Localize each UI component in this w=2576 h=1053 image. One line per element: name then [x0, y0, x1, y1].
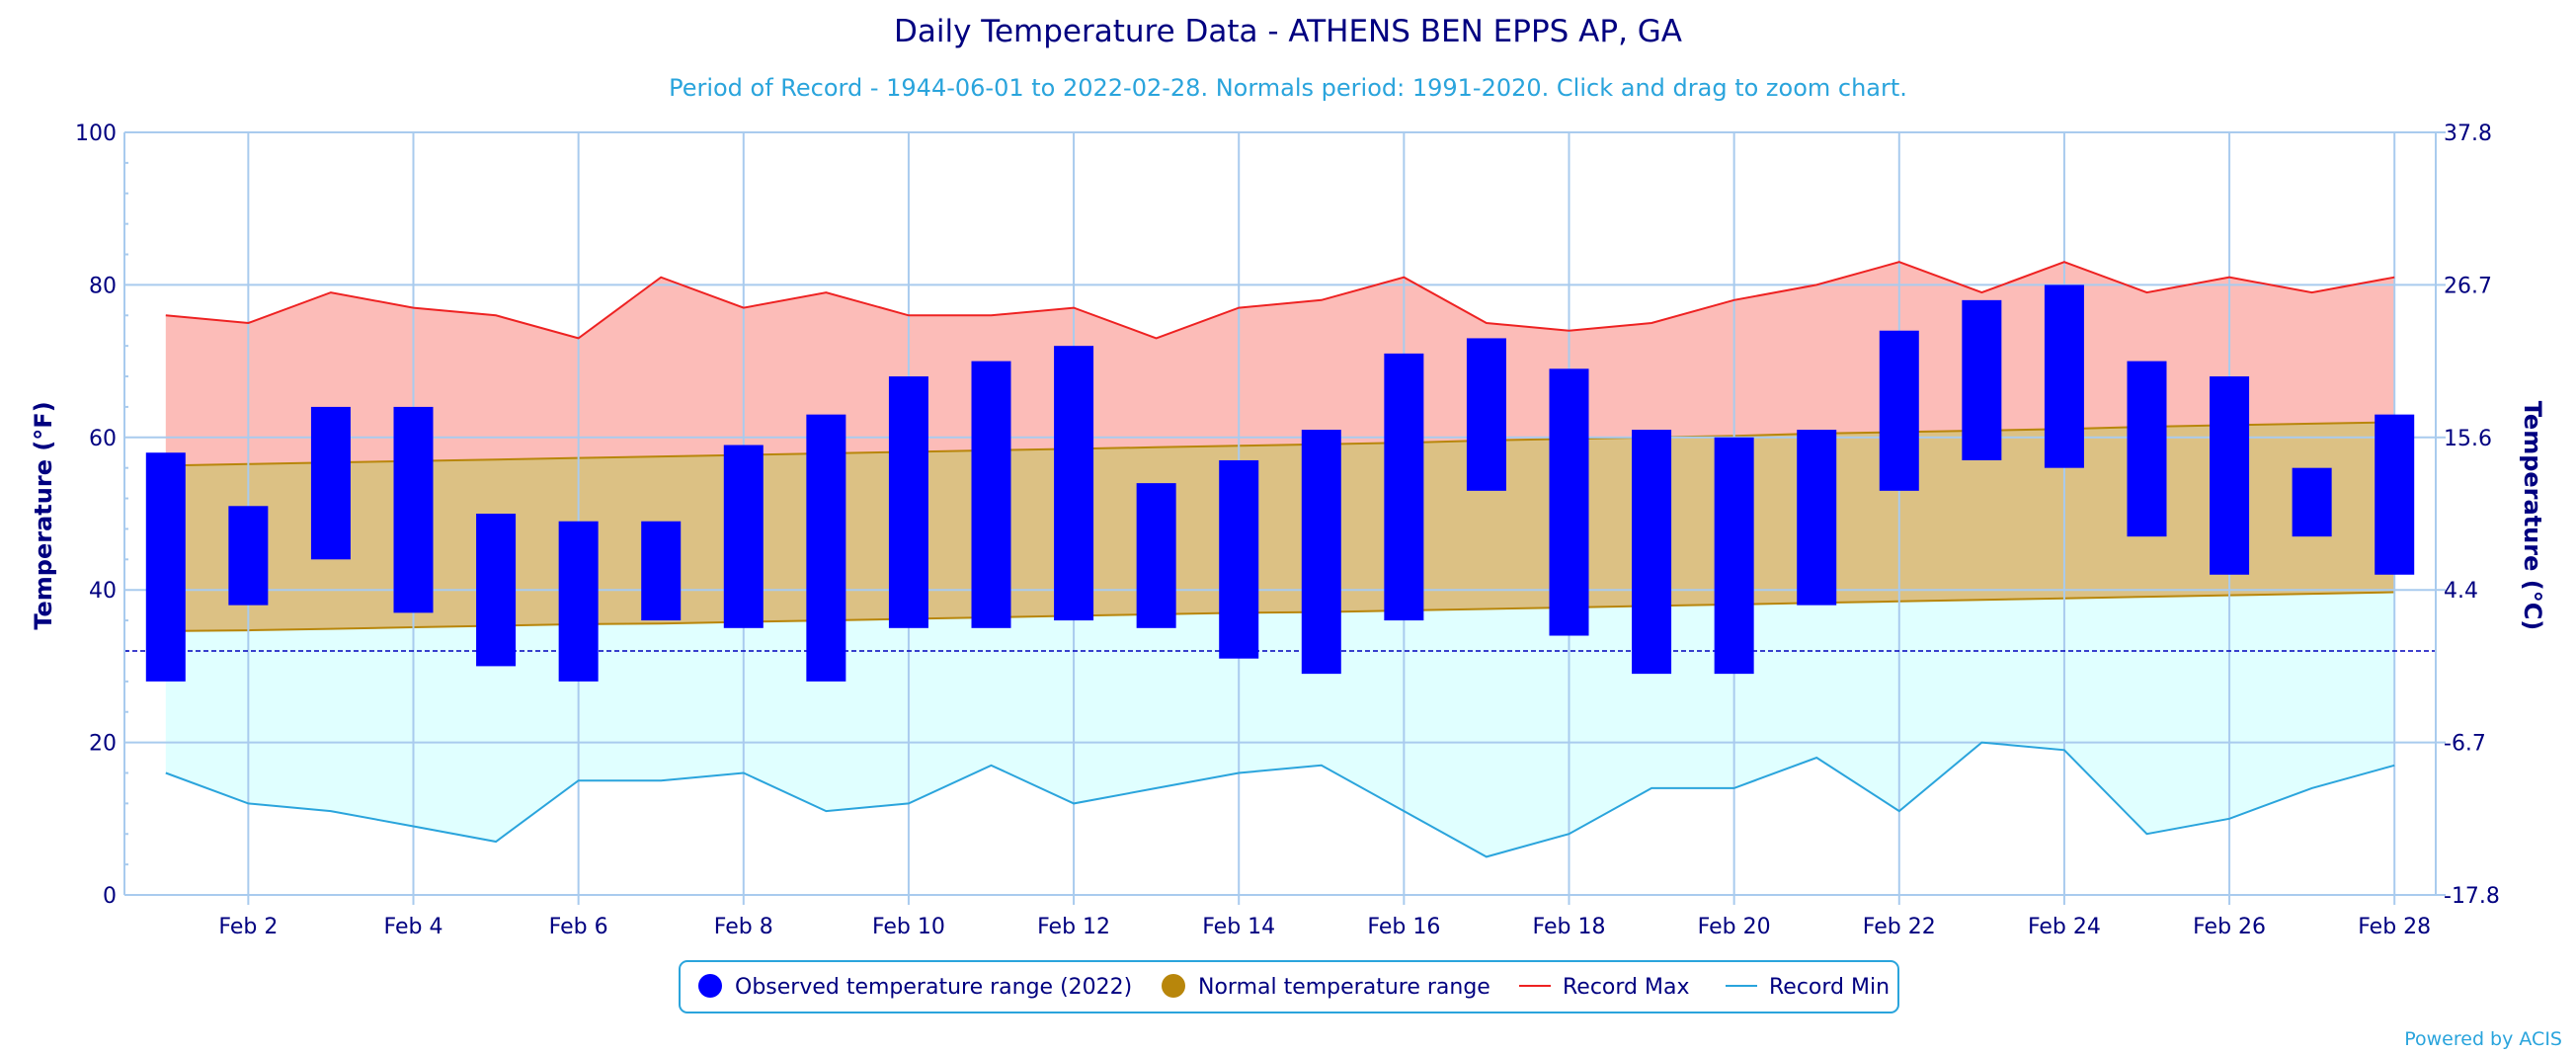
observed-range-bar: [2210, 376, 2250, 575]
legend-item-normal[interactable]: Normal temperature range: [1162, 974, 1490, 1000]
legend-normal-marker: [1162, 974, 1185, 998]
y-axis-title-left: Temperature (°F): [30, 401, 57, 629]
x-tick-label: Feb 28: [2358, 915, 2431, 939]
y-tick-label-right: 15.6: [2444, 427, 2492, 451]
observed-range-bar: [145, 452, 186, 682]
observed-range-bar: [1054, 346, 1094, 621]
observed-range-bar: [1384, 353, 1424, 621]
observed-range-bar: [228, 506, 269, 606]
observed-range-bar: [476, 514, 517, 667]
x-tick-label: Feb 20: [1698, 915, 1771, 939]
observed-range-bar: [2375, 414, 2415, 575]
observed-range-bar: [1879, 330, 1919, 491]
y-axis-left: 0 20 40 60 80 100: [75, 122, 125, 909]
y-tick-label-left: 60: [89, 427, 117, 451]
record-max-line: [165, 261, 2395, 340]
observed-range-bar: [723, 445, 764, 628]
x-tick-label: Feb 2: [218, 915, 278, 939]
record-max-area: [165, 262, 2395, 466]
x-tick-label: Feb 26: [2193, 915, 2266, 939]
observed-range-bar: [888, 376, 928, 628]
x-tick-label: Feb 22: [1863, 915, 1936, 939]
legend-normal-label: Normal temperature range: [1198, 975, 1490, 1000]
legend-item-observed[interactable]: Observed temperature range (2022): [698, 974, 1132, 1000]
observed-range-bar: [641, 521, 682, 621]
series-layer: [124, 261, 2436, 858]
y-axis-right: -17.8 -6.7 4.4 15.6 26.7 37.8: [2435, 122, 2500, 909]
x-tick-label: Feb 6: [549, 915, 608, 939]
observed-range-bar: [1549, 368, 1589, 636]
observed-range-bar: [1466, 338, 1506, 491]
plot-area[interactable]: [124, 131, 2436, 896]
chart-title: Daily Temperature Data - ATHENS BEN EPPS…: [894, 14, 1682, 49]
observed-range-bar: [971, 361, 1011, 628]
observed-range-bar: [2044, 284, 2084, 468]
record-min-area: [165, 592, 2395, 857]
x-tick-label: Feb 18: [1533, 915, 1606, 939]
y-tick-label-left: 20: [89, 732, 117, 757]
y-tick-label-left: 100: [75, 122, 117, 146]
normal-high-line: [165, 421, 2395, 467]
x-tick-label: Feb 4: [384, 915, 443, 939]
legend-box: [679, 960, 1899, 1013]
legend-record-min-label: Record Min: [1769, 975, 1890, 1000]
legend-item-record-min[interactable]: Record Min: [1726, 975, 1890, 1000]
observed-range-bar: [558, 521, 599, 682]
y-tick-label-right: 37.8: [2444, 122, 2492, 146]
y-tick-label-left: 40: [89, 579, 117, 604]
x-tick-label: Feb 12: [1037, 915, 1110, 939]
y-tick-label-left: 80: [89, 274, 117, 298]
x-tick-label: Feb 16: [1367, 915, 1440, 939]
observed-range-bar: [2127, 361, 2167, 537]
observed-range-bar: [1219, 459, 1259, 659]
observed-range-bar: [1797, 430, 1837, 606]
legend-item-record-max[interactable]: Record Max: [1519, 975, 1690, 1000]
observed-range-bar: [1962, 299, 2002, 460]
y-tick-label-right: 4.4: [2444, 579, 2478, 604]
observed-range-bar: [1301, 430, 1341, 675]
observed-range-bar: [806, 414, 846, 682]
x-tick-label: Feb 10: [872, 915, 945, 939]
y-tick-label-right: -6.7: [2444, 732, 2486, 757]
observed-range-bar: [393, 406, 434, 613]
y-tick-label-right: -17.8: [2444, 884, 2500, 909]
normal-low-line: [165, 591, 2395, 632]
observed-range-bar: [1632, 430, 1672, 675]
acis-credit-link[interactable]: Powered by ACIS: [2404, 1028, 2562, 1050]
y-tick-label-left: 0: [103, 884, 117, 909]
legend-observed-label: Observed temperature range (2022): [735, 975, 1132, 1000]
observed-range-bar: [2292, 467, 2332, 537]
legend-record-max-label: Record Max: [1563, 975, 1690, 1000]
y-axis-title-right: Temperature (°C): [2519, 401, 2546, 631]
x-tick-label: Feb 14: [1202, 915, 1275, 939]
x-axis: Feb 2 Feb 4 Feb 6 Feb 8 Feb 10 Feb 12 Feb 14 Fe…: [124, 894, 2436, 939]
record-min-line: [165, 741, 2395, 858]
legend-observed-marker: [698, 974, 722, 998]
y-tick-label-right: 26.7: [2444, 274, 2492, 298]
chart-subtitle: Period of Record - 1944-06-01 to 2022-02…: [669, 74, 1907, 102]
x-tick-label: Feb 8: [714, 915, 773, 939]
legend: Observed temperature range (2022) Normal…: [679, 960, 1899, 1013]
background-bands: [165, 262, 2395, 857]
normal-range-area: [165, 422, 2395, 631]
observed-range-bar: [310, 406, 351, 560]
observed-range-bar: [1714, 437, 1754, 675]
x-tick-label: Feb 24: [2028, 915, 2101, 939]
observed-range-bar: [1136, 483, 1176, 628]
